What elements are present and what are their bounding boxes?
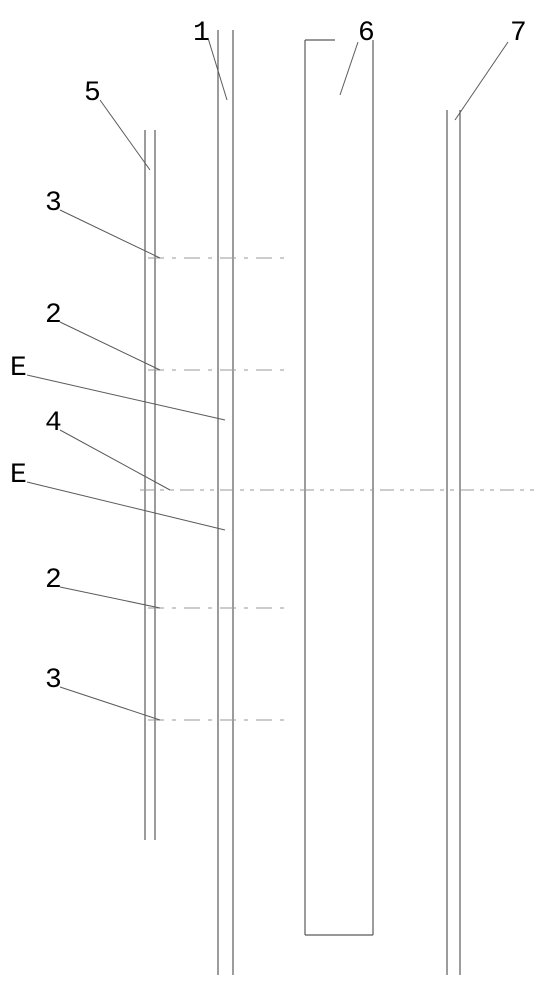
- label-1: 1: [193, 18, 210, 49]
- label-4: 4: [45, 408, 62, 439]
- label-7: 7: [510, 18, 527, 49]
- technical-diagram: [0, 0, 545, 1000]
- label-E-lower: E: [10, 460, 27, 491]
- label-5: 5: [84, 78, 101, 109]
- label-3-lower: 3: [45, 665, 62, 696]
- label-3-upper: 3: [45, 188, 62, 219]
- label-6: 6: [358, 18, 375, 49]
- label-2-lower: 2: [45, 565, 62, 596]
- label-2-upper: 2: [45, 300, 62, 331]
- label-E-upper: E: [10, 353, 27, 384]
